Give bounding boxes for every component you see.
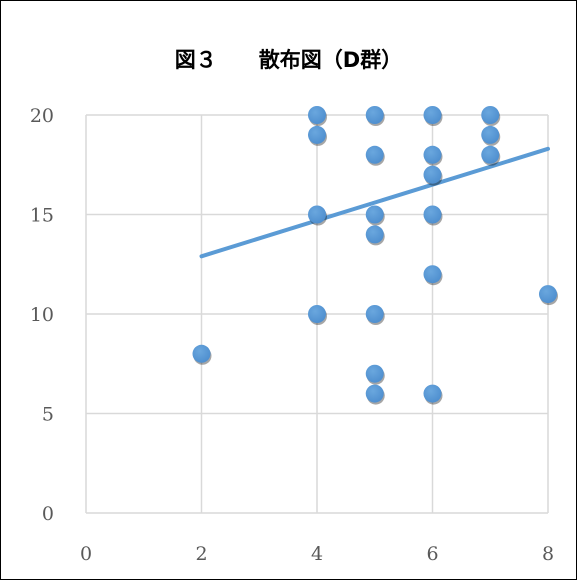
trendline bbox=[199, 146, 550, 259]
data-point bbox=[423, 145, 442, 164]
x-tick-label: 2 bbox=[195, 543, 207, 565]
data-point bbox=[481, 106, 500, 124]
data-point bbox=[308, 125, 326, 144]
x-tick-label: 4 bbox=[311, 543, 323, 565]
data-point bbox=[365, 145, 384, 164]
data-point bbox=[365, 364, 384, 383]
y-tick-label: 5 bbox=[42, 404, 54, 426]
data-point bbox=[308, 205, 326, 224]
data-point bbox=[308, 106, 326, 124]
data-point bbox=[423, 265, 442, 284]
y-tick-label: 0 bbox=[42, 503, 54, 525]
data-point bbox=[365, 225, 384, 244]
data-point bbox=[365, 106, 384, 124]
y-tick-label: 20 bbox=[30, 105, 54, 127]
x-tick-label: 0 bbox=[80, 543, 92, 565]
tick-labels: 0 5 10 15 20 0 2 4 6 8 bbox=[30, 105, 554, 565]
trendline-linear bbox=[199, 146, 550, 259]
chart-title: 図３ 散布図（D群） bbox=[174, 48, 403, 72]
y-tick-label: 15 bbox=[30, 205, 54, 227]
data-point bbox=[423, 106, 442, 124]
x-tick-label: 8 bbox=[542, 543, 554, 565]
data-point bbox=[308, 305, 326, 323]
data-point bbox=[423, 205, 442, 224]
data-point bbox=[423, 384, 442, 403]
data-points bbox=[192, 106, 558, 405]
x-tick-label: 6 bbox=[426, 543, 438, 565]
data-point bbox=[423, 165, 442, 184]
data-point bbox=[481, 145, 500, 164]
data-point bbox=[481, 125, 500, 144]
data-point bbox=[365, 305, 384, 323]
data-point bbox=[539, 285, 557, 304]
y-tick-label: 10 bbox=[30, 304, 54, 326]
data-point bbox=[365, 205, 384, 224]
data-point bbox=[365, 384, 384, 403]
data-point bbox=[192, 344, 211, 363]
